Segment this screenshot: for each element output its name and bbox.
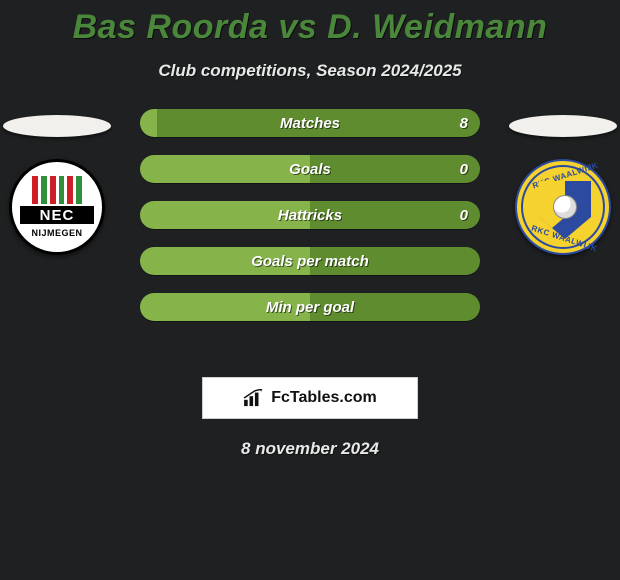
nec-name: NEC bbox=[20, 204, 94, 226]
stat-label: Goals per match bbox=[140, 247, 480, 275]
left-player-marker bbox=[3, 115, 111, 137]
bar-chart-icon bbox=[243, 389, 265, 407]
stat-value-right: 0 bbox=[448, 201, 480, 229]
subtitle: Club competitions, Season 2024/2025 bbox=[0, 61, 620, 81]
stat-bars: Matches8Goals0Hattricks0Goals per matchM… bbox=[140, 109, 480, 321]
brand-text: FcTables.com bbox=[271, 389, 377, 407]
stat-row: Min per goal bbox=[140, 293, 480, 321]
stat-value-right: 0 bbox=[448, 155, 480, 183]
stat-row: Matches8 bbox=[140, 109, 480, 137]
right-club-column: RKC WAALWIJK RKC WAALWIJK bbox=[508, 109, 618, 255]
stat-label: Goals bbox=[140, 155, 480, 183]
page-title: Bas Roorda vs D. Weidmann bbox=[0, 0, 620, 47]
stat-value-right: 8 bbox=[448, 109, 480, 137]
stat-row: Hattricks0 bbox=[140, 201, 480, 229]
right-club-logo: RKC WAALWIJK RKC WAALWIJK bbox=[515, 159, 611, 255]
left-club-logo: NEC NIJMEGEN bbox=[9, 159, 105, 255]
stat-label: Hattricks bbox=[140, 201, 480, 229]
date-label: 8 november 2024 bbox=[0, 439, 620, 459]
stat-row: Goals per match bbox=[140, 247, 480, 275]
right-player-marker bbox=[509, 115, 617, 137]
comparison-panel: NEC NIJMEGEN RKC WAALWIJK RKC WAALWIJK M… bbox=[0, 109, 620, 359]
brand-badge: FcTables.com bbox=[202, 377, 418, 419]
stat-row: Goals0 bbox=[140, 155, 480, 183]
stat-label: Matches bbox=[140, 109, 480, 137]
rkc-ball-icon bbox=[553, 195, 577, 219]
nec-city: NIJMEGEN bbox=[12, 228, 102, 238]
stat-label: Min per goal bbox=[140, 293, 480, 321]
left-club-column: NEC NIJMEGEN bbox=[2, 109, 112, 255]
